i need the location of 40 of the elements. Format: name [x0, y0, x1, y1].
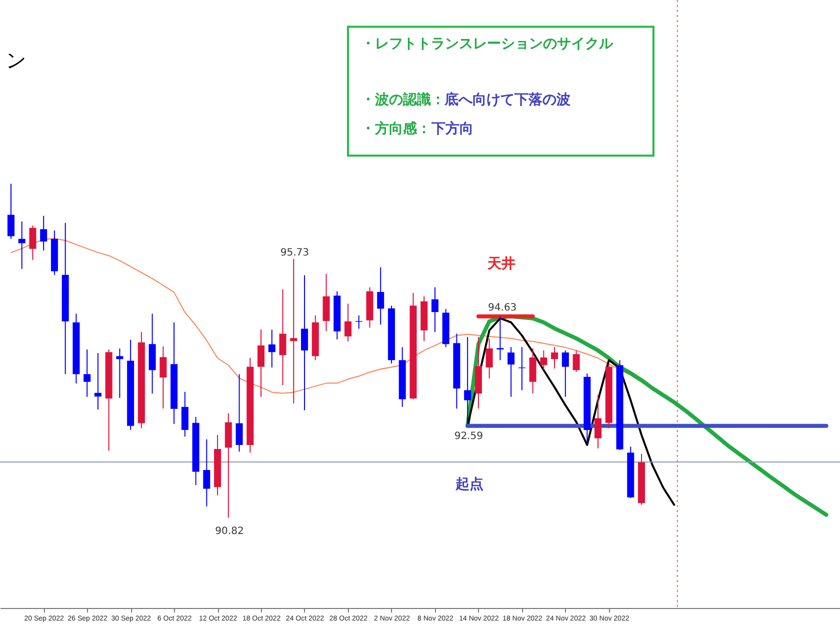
text: ン — [6, 48, 26, 72]
text: ・波の認識： — [361, 90, 446, 108]
candlestick — [464, 336, 472, 424]
candlestick — [94, 352, 102, 410]
candlestick — [594, 394, 602, 449]
text: ・レフトトランスレーションのサイクル — [361, 36, 614, 52]
candlestick — [7, 183, 14, 240]
annotation: 92.59 — [454, 430, 483, 442]
candlestick — [572, 350, 580, 372]
candlestick — [84, 348, 91, 398]
text: 下方向 — [430, 120, 474, 137]
candlestick — [258, 328, 265, 398]
candlestick — [540, 350, 548, 371]
annotation: 起点 — [454, 476, 484, 492]
candlestick — [268, 329, 276, 368]
candlestick — [181, 391, 188, 438]
candlestick — [486, 338, 493, 379]
candlestick — [116, 348, 124, 398]
candlestick — [18, 220, 26, 270]
candlestick — [236, 374, 243, 452]
candlestick — [203, 438, 210, 507]
candlestick — [508, 346, 515, 398]
text: 90.82 — [215, 526, 244, 537]
candlestick — [40, 215, 48, 252]
candlestick — [496, 316, 504, 361]
candlestick — [279, 288, 286, 386]
candlestick — [562, 350, 569, 398]
candlestick — [160, 346, 167, 410]
candlestick — [300, 274, 308, 411]
candlestick — [29, 224, 36, 260]
text: ・方向感： — [361, 120, 432, 137]
candlestick — [344, 303, 352, 342]
annotation: 天井 — [486, 256, 516, 272]
text: 底へ向けて下落の波 — [444, 90, 571, 108]
annotation: 94.63 — [488, 302, 517, 314]
candlestick — [290, 258, 298, 404]
candlestick — [431, 286, 438, 333]
candlestick — [551, 346, 558, 369]
candlestick — [377, 266, 384, 326]
annotation: 95.73 — [280, 248, 310, 259]
